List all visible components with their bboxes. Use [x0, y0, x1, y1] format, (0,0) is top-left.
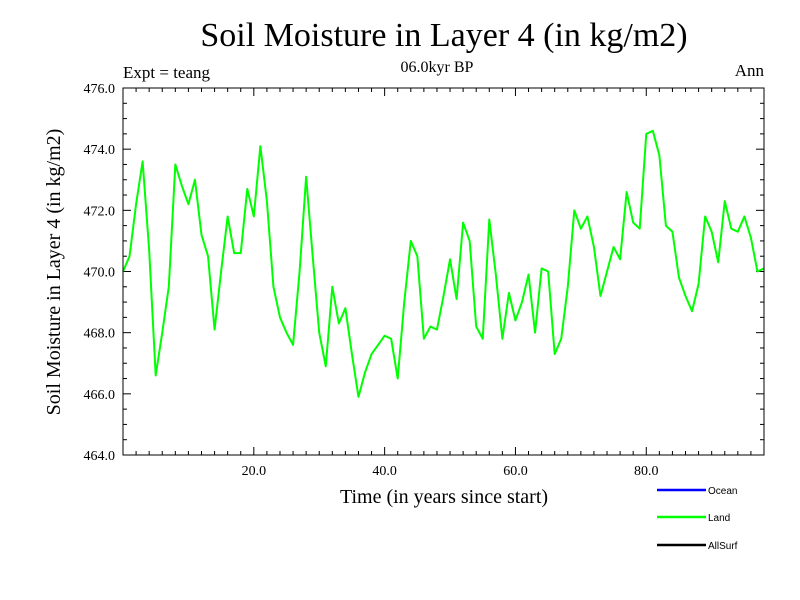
legend-label-land: Land [708, 513, 730, 524]
y-tick-label: 474.0 [84, 143, 116, 158]
y-tick-label: 464.0 [84, 449, 116, 464]
series-line-land [122, 129, 765, 398]
y-axis-ticks: 464.0 466.0 468.0 470.0 472.0 474.0 476.0 [84, 82, 764, 464]
y-axis-label: Soil Moisture in Layer 4 (in kg/m2) [43, 129, 65, 416]
x-tick-label: 60.0 [503, 464, 528, 479]
chart-title: Soil Moisture in Layer 4 (in kg/m2) [200, 17, 687, 54]
x-axis-ticks: 20.0 40.0 60.0 80.0 [135, 88, 765, 479]
plot-frame [122, 87, 765, 456]
y-tick-label: 472.0 [84, 204, 116, 219]
series-layer [122, 129, 765, 398]
y-tick-label: 470.0 [84, 266, 116, 281]
legend-label-ocean: Ocean [708, 486, 737, 497]
x-axis-label: Time (in years since start) [340, 486, 548, 508]
x-tick-label: 80.0 [634, 464, 659, 479]
y-tick-label: 468.0 [84, 327, 116, 342]
experiment-label: Expt = teang [123, 63, 211, 82]
y-tick-label: 466.0 [84, 388, 116, 403]
season-label: Ann [735, 61, 765, 80]
x-tick-label: 20.0 [242, 464, 267, 479]
y-tick-label: 476.0 [84, 82, 116, 97]
x-tick-label: 40.0 [372, 464, 397, 479]
chart-subtitle: 06.0kyr BP [401, 59, 474, 76]
legend: Ocean Land AllSurf [657, 486, 738, 552]
legend-label-allsurf: AllSurf [708, 541, 738, 552]
